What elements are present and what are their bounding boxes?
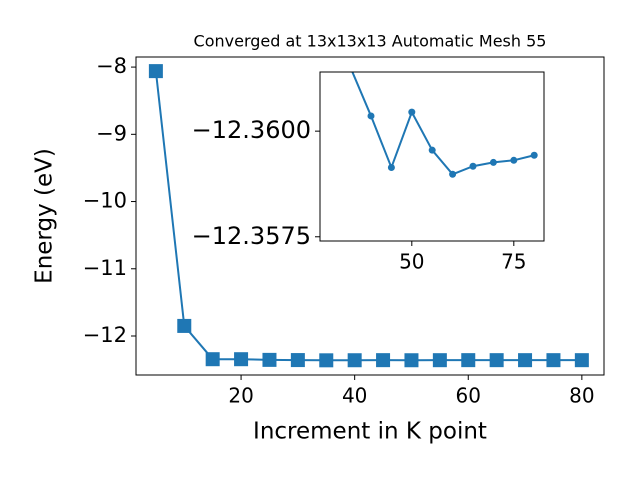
data-point — [319, 353, 334, 368]
data-point — [510, 156, 518, 164]
plot-area — [347, 64, 538, 178]
x-axis-label: Increment in K point — [253, 419, 487, 445]
data-point — [574, 353, 589, 368]
data-point — [177, 318, 192, 333]
x-tick-label: 50 — [399, 250, 424, 274]
data-point — [530, 151, 538, 159]
chart-title: Converged at 13x13x13 Automatic Mesh 55 — [194, 32, 547, 51]
data-point — [148, 64, 163, 79]
data-point — [461, 353, 476, 368]
y-tick-label: −11 — [83, 256, 127, 280]
plot-area — [148, 64, 589, 368]
y-tick-label: −12.3575 — [192, 222, 311, 250]
y-tick-label: −9 — [96, 121, 127, 145]
data-point — [469, 162, 477, 170]
data-point — [387, 163, 395, 171]
data-point — [489, 158, 497, 166]
x-tick-label: 40 — [342, 384, 367, 408]
y-tick-label: −12 — [83, 323, 127, 347]
data-point — [347, 353, 362, 368]
data-point — [518, 353, 533, 368]
data-point — [449, 170, 457, 178]
data-point — [367, 112, 375, 120]
y-axis-label: Energy (eV) — [32, 148, 58, 284]
data-point — [489, 353, 504, 368]
series-line — [351, 72, 535, 176]
y-tick-label: −8 — [96, 54, 127, 78]
data-point — [347, 64, 354, 71]
data-point — [428, 146, 436, 154]
inset-background — [320, 72, 544, 241]
data-point — [262, 352, 277, 367]
x-tick-label: 20 — [228, 384, 253, 408]
x-tick-label: 80 — [569, 384, 594, 408]
data-point — [290, 353, 305, 368]
data-point — [546, 353, 561, 368]
series-line — [154, 71, 582, 362]
y-tick-label: −12.3600 — [192, 116, 311, 144]
data-point — [432, 353, 447, 368]
data-point — [205, 352, 220, 367]
data-point — [404, 353, 419, 368]
data-point — [408, 108, 416, 116]
data-point — [376, 353, 391, 368]
x-tick-label: 75 — [501, 250, 526, 274]
axes-frame — [319, 71, 545, 242]
x-tick-label: 60 — [456, 384, 481, 408]
data-point — [234, 352, 249, 367]
axes-frame — [135, 56, 605, 376]
y-tick-label: −10 — [83, 189, 127, 213]
